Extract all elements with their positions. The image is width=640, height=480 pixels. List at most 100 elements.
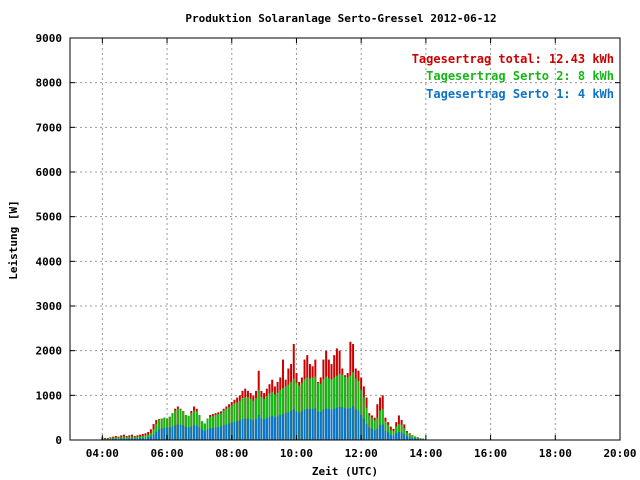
- bar-serto-1: [268, 416, 271, 440]
- bar-serto-2: [414, 436, 417, 440]
- bar-serto-1: [276, 416, 279, 440]
- chart-title: Produktion Solaranlage Serto-Gressel 201…: [185, 12, 496, 25]
- bar-serto-1: [230, 422, 233, 440]
- bar-serto-1: [300, 411, 303, 440]
- bar-serto-1: [306, 408, 309, 440]
- bar-serto-1: [414, 438, 417, 440]
- bar-serto-1: [163, 427, 166, 440]
- bar-serto-1: [290, 410, 293, 440]
- bar-serto-1: [263, 419, 266, 440]
- bar-serto-1: [244, 418, 247, 440]
- bar-serto-1: [368, 427, 371, 440]
- bar-serto-1: [112, 438, 115, 440]
- bar-serto-1: [376, 428, 379, 440]
- bar-serto-1: [131, 438, 134, 440]
- bar-serto-1: [238, 420, 241, 440]
- bar-serto-1: [279, 414, 282, 440]
- bar-serto-1: [411, 437, 414, 440]
- bar-serto-1: [209, 428, 212, 440]
- bar-serto-1: [195, 425, 198, 440]
- bar-serto-1: [219, 426, 222, 440]
- bar-serto-2: [233, 403, 236, 440]
- bar-serto-1: [379, 425, 382, 440]
- bar-serto-1: [308, 409, 311, 440]
- bar-serto-1: [327, 409, 330, 440]
- y-axis: 0 1000 2000 3000 4000 5000 6000 7000 8000 9000: [36, 32, 620, 447]
- legend-total: Tagesertrag total: 12.43 kWh: [412, 52, 614, 66]
- bar-serto-1: [201, 429, 204, 440]
- bar-serto-1: [319, 411, 322, 440]
- bar-serto-1: [125, 438, 128, 440]
- bar-serto-1: [317, 411, 320, 440]
- bar-serto-1: [370, 428, 373, 440]
- bar-serto-1: [349, 407, 352, 440]
- bar-serto-1: [330, 409, 333, 440]
- bar-serto-1: [236, 421, 239, 440]
- bar-serto-1: [298, 412, 301, 440]
- x-tick-label: 20:00: [603, 447, 636, 460]
- bar-serto-1: [346, 408, 349, 440]
- bar-serto-1: [214, 427, 217, 440]
- bar-serto-1: [160, 428, 163, 440]
- x-tick-label: 08:00: [215, 447, 248, 460]
- bar-serto-1: [392, 435, 395, 440]
- bar-serto-2: [303, 379, 306, 440]
- bar-serto-1: [139, 438, 142, 440]
- x-tick-label: 04:00: [86, 447, 119, 460]
- bar-serto-1: [179, 424, 182, 440]
- bar-serto-1: [257, 414, 260, 440]
- y-tick-label: 3000: [36, 300, 63, 313]
- bar-serto-2: [365, 407, 368, 440]
- y-tick-label: 2000: [36, 345, 63, 358]
- bar-serto-1: [225, 424, 228, 440]
- bar-serto-1: [335, 407, 338, 440]
- bar-serto-1: [155, 431, 158, 440]
- bar-serto-1: [395, 433, 398, 440]
- bar-serto-1: [397, 431, 400, 440]
- x-tick-label: 10:00: [280, 447, 313, 460]
- bar-serto-1: [174, 425, 177, 440]
- bar-serto-1: [314, 408, 317, 440]
- bar-serto-1: [271, 415, 274, 440]
- bar-serto-1: [341, 407, 344, 440]
- bar-serto-1: [144, 437, 147, 440]
- bar-serto-1: [273, 417, 276, 440]
- bar-serto-1: [333, 408, 336, 440]
- bar-serto-1: [136, 438, 139, 440]
- bar-serto-1: [287, 412, 290, 440]
- bar-serto-1: [222, 425, 225, 440]
- bar-serto-1: [281, 414, 284, 440]
- bar-serto-1: [141, 437, 144, 440]
- plot-frame: [69, 37, 621, 441]
- bar-serto-1: [357, 410, 360, 440]
- y-tick-label: 1000: [36, 389, 63, 402]
- bar-serto-1: [128, 438, 131, 440]
- bar-serto-2: [341, 374, 344, 440]
- bar-serto-1: [157, 429, 160, 440]
- bar-serto-1: [365, 423, 368, 440]
- bar-serto-1: [343, 408, 346, 440]
- bar-serto-1: [117, 438, 120, 440]
- bar-serto-1: [265, 418, 268, 440]
- bar-serto-1: [338, 406, 341, 440]
- bar-serto-1: [416, 438, 419, 440]
- bar-serto-1: [354, 409, 357, 440]
- bar-serto-1: [249, 419, 252, 440]
- bar-serto-1: [303, 409, 306, 440]
- bar-serto-2: [139, 436, 142, 440]
- bar-serto-1: [203, 431, 206, 440]
- bar-serto-1: [182, 425, 185, 440]
- bar-serto-1: [292, 409, 295, 440]
- bar-serto-1: [389, 435, 392, 440]
- bar-serto-1: [122, 438, 125, 440]
- bar-serto-1: [147, 437, 150, 440]
- bar-serto-1: [360, 414, 363, 440]
- y-tick-label: 7000: [36, 121, 63, 134]
- legend-serto-1: Tagesertrag Serto 1: 4 kWh: [426, 87, 614, 101]
- bar-serto-1: [400, 432, 403, 440]
- bar-serto-1: [408, 437, 411, 440]
- x-tick-label: 18:00: [539, 447, 572, 460]
- bar-serto-1: [114, 438, 117, 440]
- bar-serto-1: [190, 426, 193, 440]
- bar-serto-1: [311, 408, 314, 440]
